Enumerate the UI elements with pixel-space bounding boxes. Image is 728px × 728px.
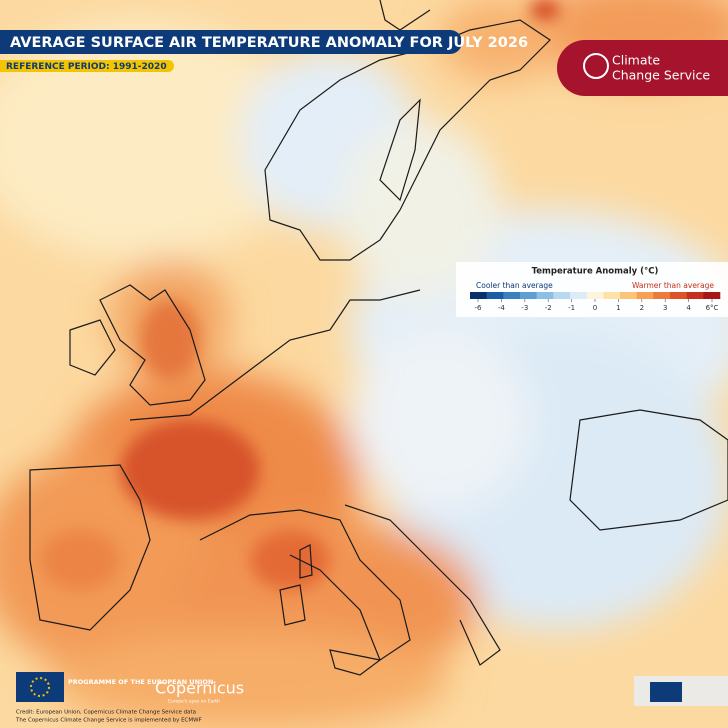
reference-period: REFERENCE PERIOD: 1991-2020 [6, 62, 167, 72]
legend-tick-label: -3 [521, 304, 528, 312]
legend-tick-label: 4 [686, 304, 691, 312]
title: AVERAGE SURFACE AIR TEMPERATURE ANOMALY … [10, 35, 528, 51]
legend-tick-label: 0 [593, 304, 597, 312]
legend-swatch [586, 292, 604, 299]
programme-text: PROGRAMME OF THE EUROPEAN UNION [68, 678, 213, 686]
legend-tick-label: -6 [475, 304, 483, 312]
legend-swatch [620, 292, 637, 299]
legend-cooler: Cooler than average [476, 281, 553, 290]
legend-swatch [486, 292, 504, 299]
legend-tick-label: 3 [663, 304, 667, 312]
legend: Temperature Anomaly (°C) Cooler than ave… [456, 262, 728, 317]
legend-swatch [470, 292, 487, 299]
legend-swatch [653, 292, 671, 299]
logo-line1: Climate [612, 53, 660, 68]
eu-stars [30, 677, 50, 697]
copernicus-tagline: Europe's eyes on Earth [168, 699, 220, 705]
legend-swatch [520, 292, 537, 299]
legend-tick-label: 1 [616, 304, 620, 312]
legend-swatch [703, 292, 721, 299]
legend-swatch [603, 292, 621, 299]
legend-swatch [686, 292, 704, 299]
coastlines [29, 0, 728, 676]
legend-swatch [503, 292, 521, 299]
legend-warmer: Warmer than average [632, 281, 714, 290]
legend-title: Temperature Anomaly (°C) [532, 267, 659, 277]
legend-tick-label: -2 [545, 304, 552, 312]
legend-box [456, 262, 728, 317]
legend-swatch [536, 292, 554, 299]
eu-flag [16, 672, 64, 702]
legend-tick-label: -4 [498, 304, 506, 312]
legend-tick-label: 2 [640, 304, 644, 312]
title-banner [0, 30, 462, 54]
credit-line1: Credit: European Union, Copernicus Clima… [16, 710, 196, 716]
logo-line2: Change Service [612, 68, 710, 83]
legend-swatch [570, 292, 587, 299]
credit-line2: The Copernicus Climate Change Service is… [15, 718, 202, 724]
reference-band [0, 60, 174, 72]
legend-tick-label: 6°C [706, 304, 719, 312]
legend-swatch [636, 292, 654, 299]
legend-swatch [553, 292, 571, 299]
legend-swatch [670, 292, 687, 299]
legend-tick-label: -1 [568, 304, 575, 312]
copernicus-text: Copernicus [155, 679, 244, 698]
logo-icon [583, 53, 609, 79]
ec-flag [650, 682, 682, 702]
